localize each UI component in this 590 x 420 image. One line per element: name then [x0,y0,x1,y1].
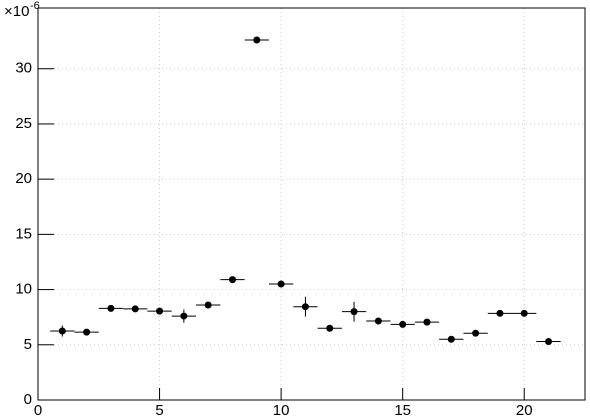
data-point [423,318,431,326]
data-point [447,335,455,343]
data-point [204,301,212,309]
data-point [520,309,528,317]
data-point [472,329,480,337]
data-point [156,307,164,315]
data-point [253,36,261,44]
data-point [228,276,236,284]
y-multiplier: ×10 [4,3,29,20]
y-tick-label: 25 [15,115,32,132]
data-point [83,328,91,336]
y-exponent: -6 [30,0,40,12]
y-tick-label: 15 [15,225,32,242]
x-tick-label: 20 [516,402,533,419]
x-tick-label: 5 [155,402,163,419]
x-tick-label: 15 [394,402,411,419]
x-tick-label: 0 [34,402,42,419]
data-point [301,303,309,311]
y-tick-label: 30 [15,60,32,77]
y-tick-label: 10 [15,281,32,298]
data-point [350,308,358,316]
x-tick-label: 10 [273,402,290,419]
data-point [107,304,115,312]
data-point [326,324,334,332]
y-tick-label: 20 [15,170,32,187]
data-point [180,312,188,320]
data-point [131,305,139,313]
plot-frame [37,7,586,401]
data-point [277,280,285,288]
data-point [374,317,382,325]
data-point [545,337,553,345]
y-tick-label: 0 [24,391,32,408]
data-point [399,320,407,328]
y-tick-label: 5 [24,336,32,353]
data-point [496,309,504,317]
data-point [58,327,66,335]
